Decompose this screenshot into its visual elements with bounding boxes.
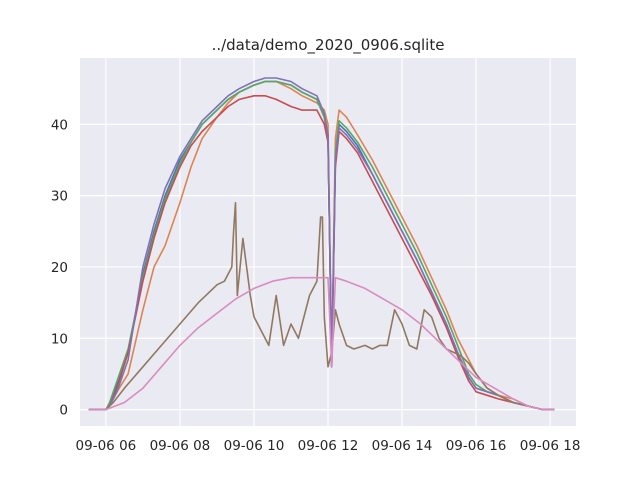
x-tick-label: 09-06 08: [150, 438, 211, 454]
series-line-3: [88, 95, 555, 411]
series-line-1: [88, 80, 555, 411]
chart-title: ../data/demo_2020_0906.sqlite: [212, 36, 445, 55]
y-tick-label: 10: [51, 331, 68, 347]
x-axis-ticks: 09-06 06 09-06 08 09-06 10 09-06 12 09-06 14…: [76, 438, 581, 454]
grid: [80, 58, 576, 426]
y-axis-ticks: 0 10 20 30 40: [51, 117, 68, 418]
series-line-4: [88, 77, 555, 411]
y-tick-label: 30: [51, 189, 68, 205]
x-tick-label: 09-06 06: [76, 438, 137, 454]
x-tick-label: 09-06 18: [520, 438, 581, 454]
x-tick-label: 09-06 16: [446, 438, 507, 454]
series-line-6: [88, 276, 555, 411]
y-tick-label: 40: [51, 117, 68, 133]
y-tick-label: 20: [51, 260, 68, 276]
series-group: [88, 77, 555, 411]
x-tick-label: 09-06 12: [298, 438, 359, 454]
x-tick-label: 09-06 10: [224, 438, 285, 454]
y-tick-label: 0: [59, 403, 68, 419]
series-line-5: [88, 202, 555, 411]
x-tick-label: 09-06 14: [372, 438, 433, 454]
